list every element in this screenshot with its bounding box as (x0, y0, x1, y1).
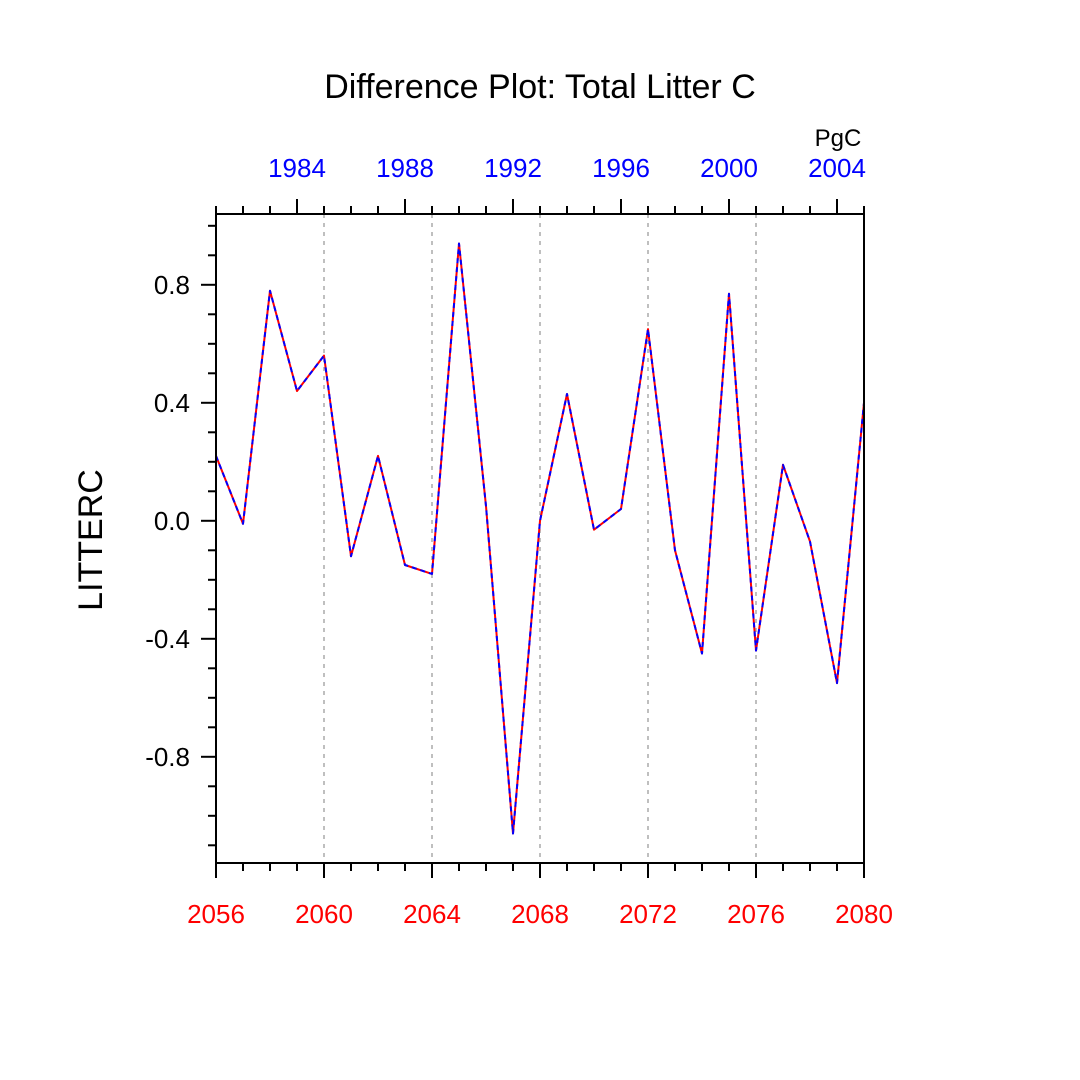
chart-title: Difference Plot: Total Litter C (324, 68, 756, 106)
x-tick-label-top: 1992 (484, 153, 542, 183)
x-tick-label-top: 1996 (592, 153, 650, 183)
tick-labels: 2056 2060 2064 2068 2072 2076 2080 1984 1988 1992… (145, 153, 893, 929)
y-tick-label: 0.0 (154, 506, 190, 536)
x-tick-label-bottom: 2056 (187, 899, 245, 929)
units-label: PgC (815, 125, 862, 152)
x-tick-label-top: 1984 (268, 153, 326, 183)
series-line-blue (215, 242, 865, 835)
grid-lines (323, 214, 757, 863)
x-tick-label-bottom: 2076 (727, 899, 785, 929)
tick-marks (201, 199, 865, 878)
x-tick-label-top: 2000 (700, 153, 758, 183)
x-tick-label-bottom: 2068 (511, 899, 569, 929)
x-tick-label-top: 2004 (808, 153, 866, 183)
x-tick-label-bottom: 2072 (619, 899, 677, 929)
y-axis-label: LITTERC (72, 469, 110, 611)
y-tick-label: 0.8 (154, 270, 190, 300)
y-tick-label: 0.4 (154, 388, 190, 418)
data-series (215, 242, 865, 835)
x-tick-label-top: 1988 (376, 153, 434, 183)
x-tick-label-bottom: 2080 (835, 899, 893, 929)
x-tick-label-bottom: 2064 (403, 899, 461, 929)
y-tick-label: -0.8 (145, 742, 190, 772)
y-tick-label: -0.4 (145, 624, 190, 654)
plot-frame (215, 213, 865, 864)
x-tick-label-bottom: 2060 (295, 899, 353, 929)
